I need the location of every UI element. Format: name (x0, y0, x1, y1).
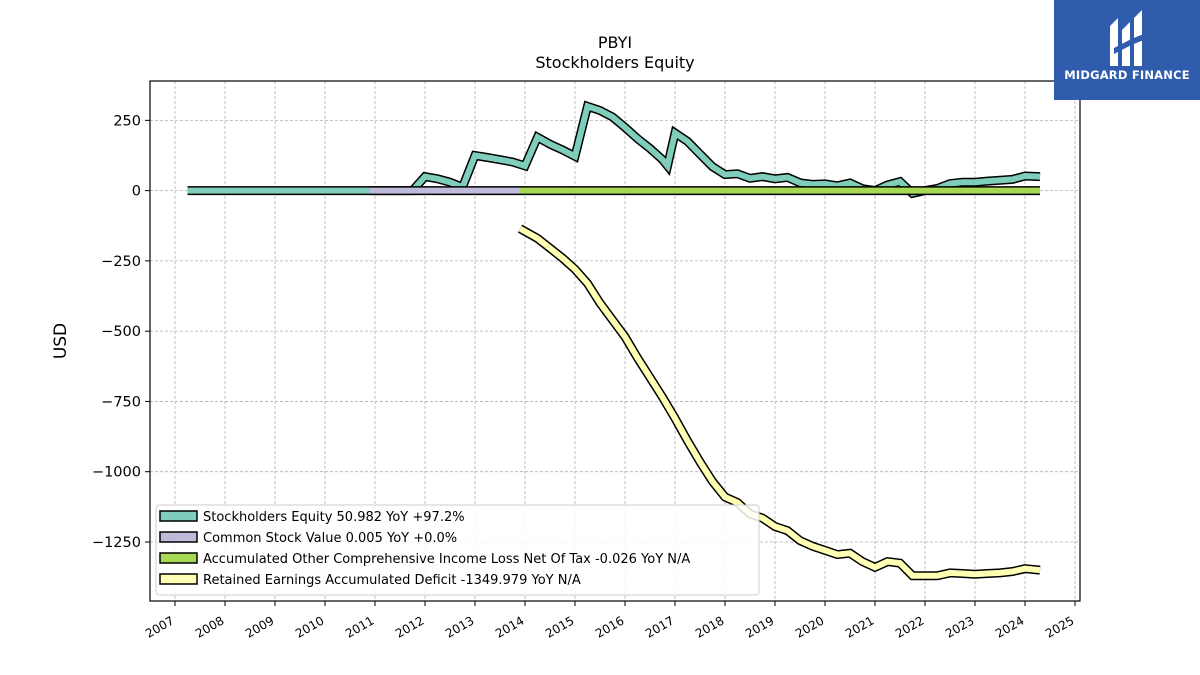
x-tick-label: 2012 (393, 613, 426, 640)
x-tick-label: 2011 (343, 613, 376, 640)
y-tick-label: 0 (132, 184, 141, 200)
x-tick-label: 2019 (743, 613, 776, 640)
legend-swatch (159, 510, 198, 522)
y-tick-label: −750 (101, 394, 141, 410)
chart-subtitle: Stockholders Equity (535, 53, 695, 72)
x-tick-label: 2013 (443, 613, 476, 640)
x-tick-label: 2022 (893, 613, 926, 640)
y-tick-label: −1000 (92, 465, 141, 481)
x-tick-label: 2017 (643, 613, 676, 640)
x-tick-label: 2018 (693, 613, 726, 640)
legend-swatch (159, 531, 198, 543)
y-tick-label: −1250 (92, 535, 141, 551)
midgard-logo-icon (1110, 10, 1144, 66)
legend-label: Retained Earnings Accumulated Deficit -1… (203, 573, 581, 588)
brand-logo: MIDGARD FINANCE (1054, 0, 1200, 100)
x-tick-label: 2007 (143, 613, 176, 640)
x-tick-label: 2009 (243, 613, 276, 640)
legend-swatch (159, 552, 198, 564)
plot-frame (149, 80, 1081, 602)
x-tick-label: 2014 (493, 613, 526, 640)
y-axis-label: USD (51, 323, 71, 359)
chart-title: PBYI (597, 33, 633, 52)
x-tick-label: 2008 (193, 613, 226, 640)
y-tick-label: −250 (101, 254, 141, 270)
x-tick-label: 2015 (543, 613, 576, 640)
y-tick-label: 250 (113, 113, 141, 129)
legend-swatch (159, 573, 198, 585)
legend-label: Stockholders Equity 50.982 YoY +97.2% (203, 510, 465, 525)
x-tick-label: 2010 (293, 613, 326, 640)
brand-name: MIDGARD FINANCE (1064, 68, 1190, 82)
legend-box (155, 504, 760, 596)
legend-label: Accumulated Other Comprehensive Income L… (203, 552, 690, 567)
x-tick-label: 2021 (843, 613, 876, 640)
x-tick-label: 2025 (1043, 613, 1076, 640)
x-tick-label: 2023 (943, 613, 976, 640)
legend-label: Common Stock Value 0.005 YoY +0.0% (203, 531, 457, 546)
x-tick-label: 2020 (793, 613, 826, 640)
x-tick-label: 2024 (993, 613, 1026, 640)
series-0-line (187, 102, 1041, 197)
series-3-line (518, 225, 1041, 579)
x-tick-label: 2016 (593, 613, 626, 640)
y-tick-label: −500 (101, 324, 141, 340)
